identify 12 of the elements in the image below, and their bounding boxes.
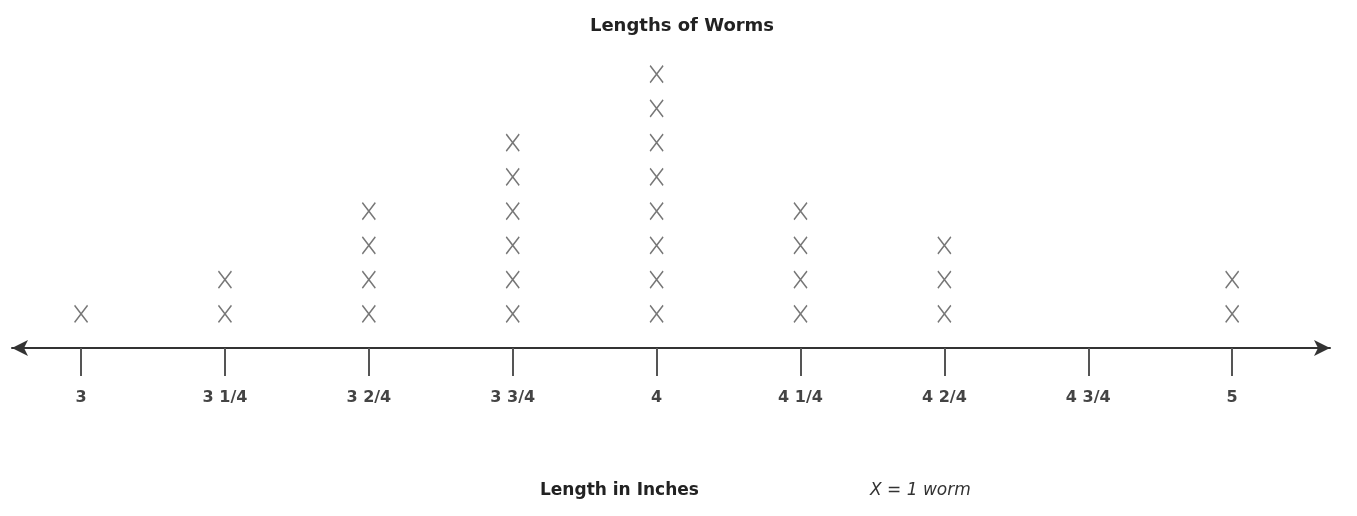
chart-title: Lengths of Worms [589,13,775,35]
x-tick-label: 4 3/4 [1065,386,1111,406]
x-tick-label: 3 [75,386,87,406]
x-tick-label: 5 [1226,386,1238,406]
x-tick-label: 4 1/4 [778,386,823,406]
text: X = 1 worm [869,478,971,499]
x-tick-label: 3 3/4 [490,386,536,406]
x-tick-label: 3 1/4 [202,386,248,406]
x-tick-label: 4 2/4 [921,386,967,406]
x-axis-title: Length in Inches [540,478,699,499]
x-tick-label: 3 2/4 [346,386,392,406]
x-tick-label: 4 [651,386,663,406]
